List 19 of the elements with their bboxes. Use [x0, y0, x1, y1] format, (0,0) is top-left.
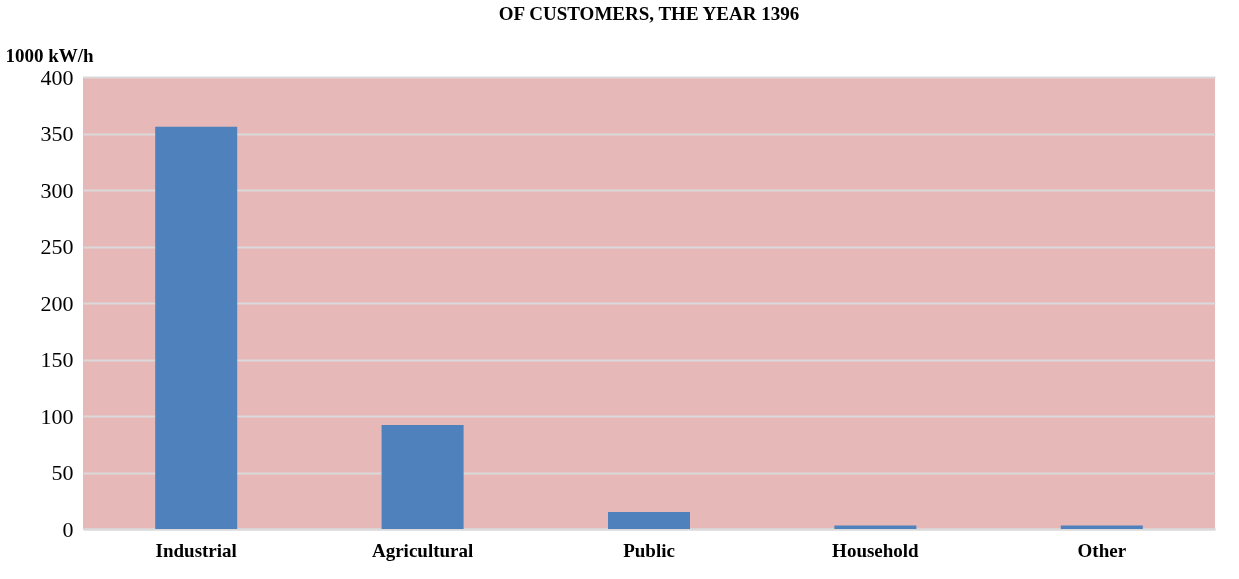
y-tick-label: 0 — [62, 516, 74, 542]
y-tick-label: 300 — [40, 177, 74, 203]
bar — [155, 126, 238, 529]
y-tick-label: 50 — [51, 460, 74, 485]
y-tick-label: 150 — [40, 347, 74, 372]
x-tick-label: Public — [623, 539, 675, 561]
y-tick-label: 400 — [40, 64, 74, 90]
y-tick-label: 350 — [40, 121, 74, 146]
chart-title: OF CUSTOMERS, THE YEAR 1396 — [498, 3, 800, 24]
x-tick-label: Other — [1077, 539, 1127, 561]
y-tick-label: 250 — [40, 234, 74, 259]
x-tick-label: Industrial — [155, 539, 237, 561]
bar — [608, 512, 690, 529]
y-tick-label: 100 — [40, 403, 74, 429]
x-tick-label: Household — [832, 539, 920, 561]
x-tick-label: Agricultural — [371, 539, 474, 561]
y-axis-title: 1000 kW/h — [5, 44, 95, 66]
bar — [381, 425, 464, 529]
y-tick-label: 200 — [40, 290, 74, 316]
